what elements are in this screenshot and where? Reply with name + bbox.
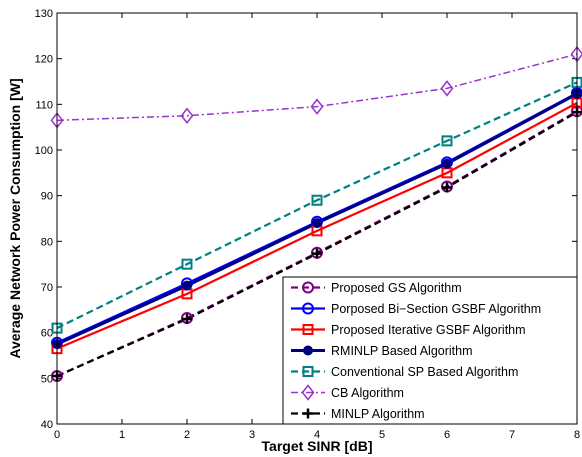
data-point-5-2: [310, 98, 324, 115]
legend-entry: Proposed GS Algorithm: [331, 281, 462, 295]
legend-entry: Porposed Bi−Section GSBF Algorithm: [331, 302, 541, 316]
data-point-6-3: [442, 182, 452, 193]
data-point-6-2: [312, 248, 322, 259]
y-tick-label: 70: [41, 282, 53, 294]
legend-entry: Conventional SP Based Algorithm: [331, 365, 518, 379]
series-line-2: [56, 101, 578, 350]
data-point-4-2: [311, 194, 323, 206]
legend-swatch-marker: [302, 324, 314, 335]
legend-entry: MINLP Algorithm: [331, 407, 425, 421]
data-point-4-1: [181, 258, 193, 270]
x-tick-label: 6: [444, 429, 450, 441]
legend-swatch-marker: [302, 281, 314, 294]
y-tick-label: 120: [35, 54, 53, 66]
legend-swatch-marker: [301, 384, 315, 401]
y-tick-label: 90: [41, 191, 53, 203]
x-tick-label: 3: [249, 429, 255, 441]
y-tick-label: 80: [41, 236, 53, 248]
legend: Proposed GS Algorithm Porposed Bi−Section…: [282, 276, 578, 425]
legend-swatch-marker: [302, 366, 314, 377]
legend-entry: RMINLP Based Algorithm: [331, 344, 473, 358]
series-line-5: [56, 53, 578, 122]
x-tick-label: 8: [574, 429, 580, 441]
data-point-3-2: [312, 218, 322, 229]
legend-swatch-marker: [303, 408, 313, 419]
x-tick-label: 1: [119, 429, 125, 441]
y-tick-label: 130: [35, 8, 53, 20]
x-tick-label: 7: [509, 429, 515, 441]
series-line-4: [56, 81, 578, 330]
data-point-5-1: [180, 107, 194, 124]
legend-swatch-marker: [303, 345, 313, 356]
data-point-3-1: [182, 280, 192, 291]
x-tick-label: 2: [184, 429, 190, 441]
data-point-3-3: [442, 158, 452, 169]
y-tick-label: 50: [41, 373, 53, 385]
y-tick-label: 40: [41, 419, 53, 431]
x-tick-label: 5: [379, 429, 385, 441]
legend-entry: CB Algorithm: [331, 386, 404, 400]
legend-swatch-marker: [302, 302, 314, 315]
data-point-4-3: [441, 135, 453, 147]
legend-entry: Proposed Iterative GSBF Algorithm: [331, 323, 526, 337]
y-tick-label: 100: [35, 145, 53, 157]
data-point-6-1: [182, 313, 192, 324]
x-tick-label: 4: [314, 429, 320, 441]
data-point-5-3: [440, 80, 454, 97]
y-tick-label: 60: [41, 328, 53, 340]
legend-box: [282, 276, 578, 425]
x-tick-label: 0: [54, 429, 60, 441]
x-axis-label: Target SINR [dB]: [262, 438, 373, 454]
y-axis-label: Average Network Power Consumption [W]: [7, 78, 23, 358]
series-markers: [50, 45, 582, 383]
y-tick-label: 110: [35, 99, 53, 111]
